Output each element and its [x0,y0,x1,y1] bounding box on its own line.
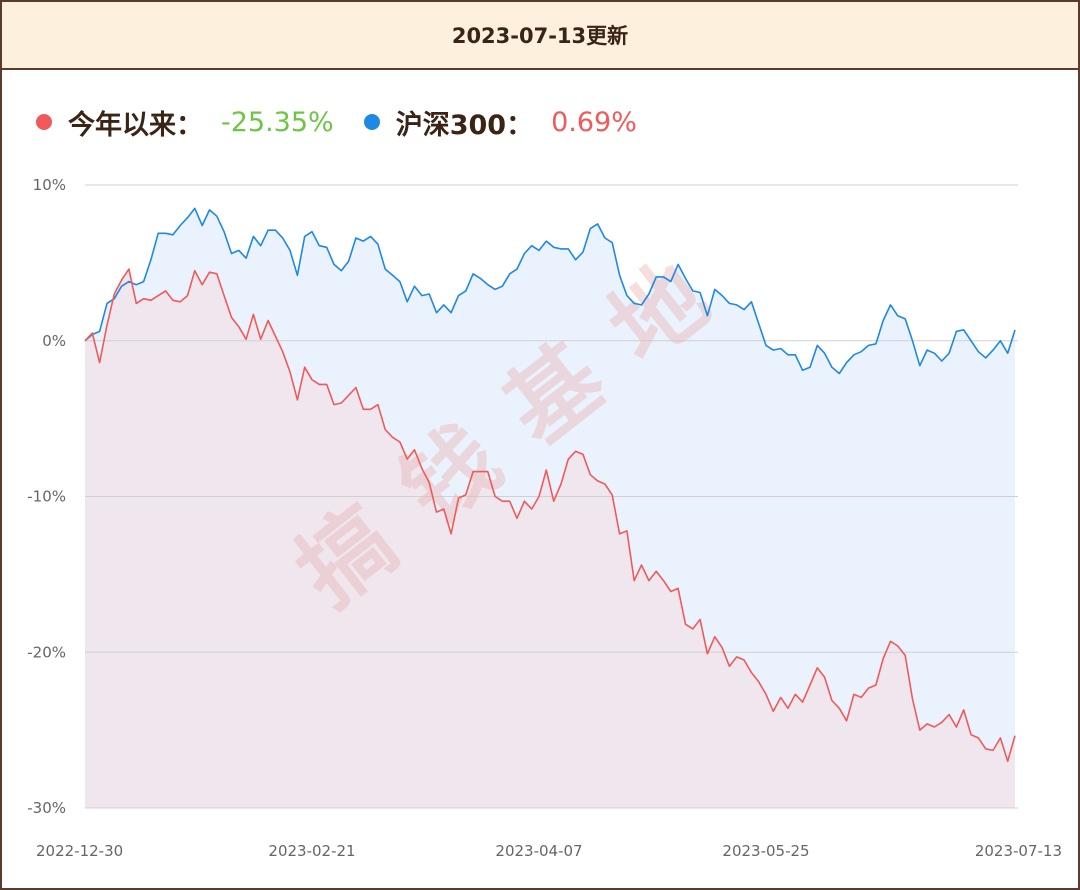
chart-legend: 今年以来： -25.35% 沪深300： 0.69% [36,100,667,144]
legend-fund-value: -25.35% [221,106,334,138]
update-date-title: 2023-07-13更新 [451,24,629,48]
legend-index-value: 0.69% [551,106,637,138]
y-tick-label-4: -30% [27,799,66,817]
y-tick-label-2: -10% [27,488,66,506]
x-tick-label-3: 2023-05-25 [722,842,809,860]
x-tick-label-4: 2023-07-13 [975,842,1062,860]
y-tick-label-1: 0% [42,332,66,350]
legend-index: 沪深300： 0.69% [363,103,637,142]
legend-index-dot [363,114,380,130]
chart-header: 2023-07-13更新 [2,2,1078,70]
y-tick-label-3: -20% [27,643,66,661]
x-tick-label-1: 2023-02-21 [268,842,355,860]
x-tick-label-2: 2023-04-07 [495,842,582,860]
series-line-0 [84,268,1016,763]
legend-fund-dot [36,114,52,130]
series-line-1 [84,207,1016,375]
legend-index-label: 沪深300： [395,109,534,141]
legend-fund: 今年以来： -25.35% [36,103,334,142]
area-fill-0 [85,269,1015,809]
x-tick-label-0: 2022-12-30 [36,842,123,860]
y-tick-label-0: 10% [33,176,66,194]
legend-fund-label: 今年以来： [68,109,203,141]
